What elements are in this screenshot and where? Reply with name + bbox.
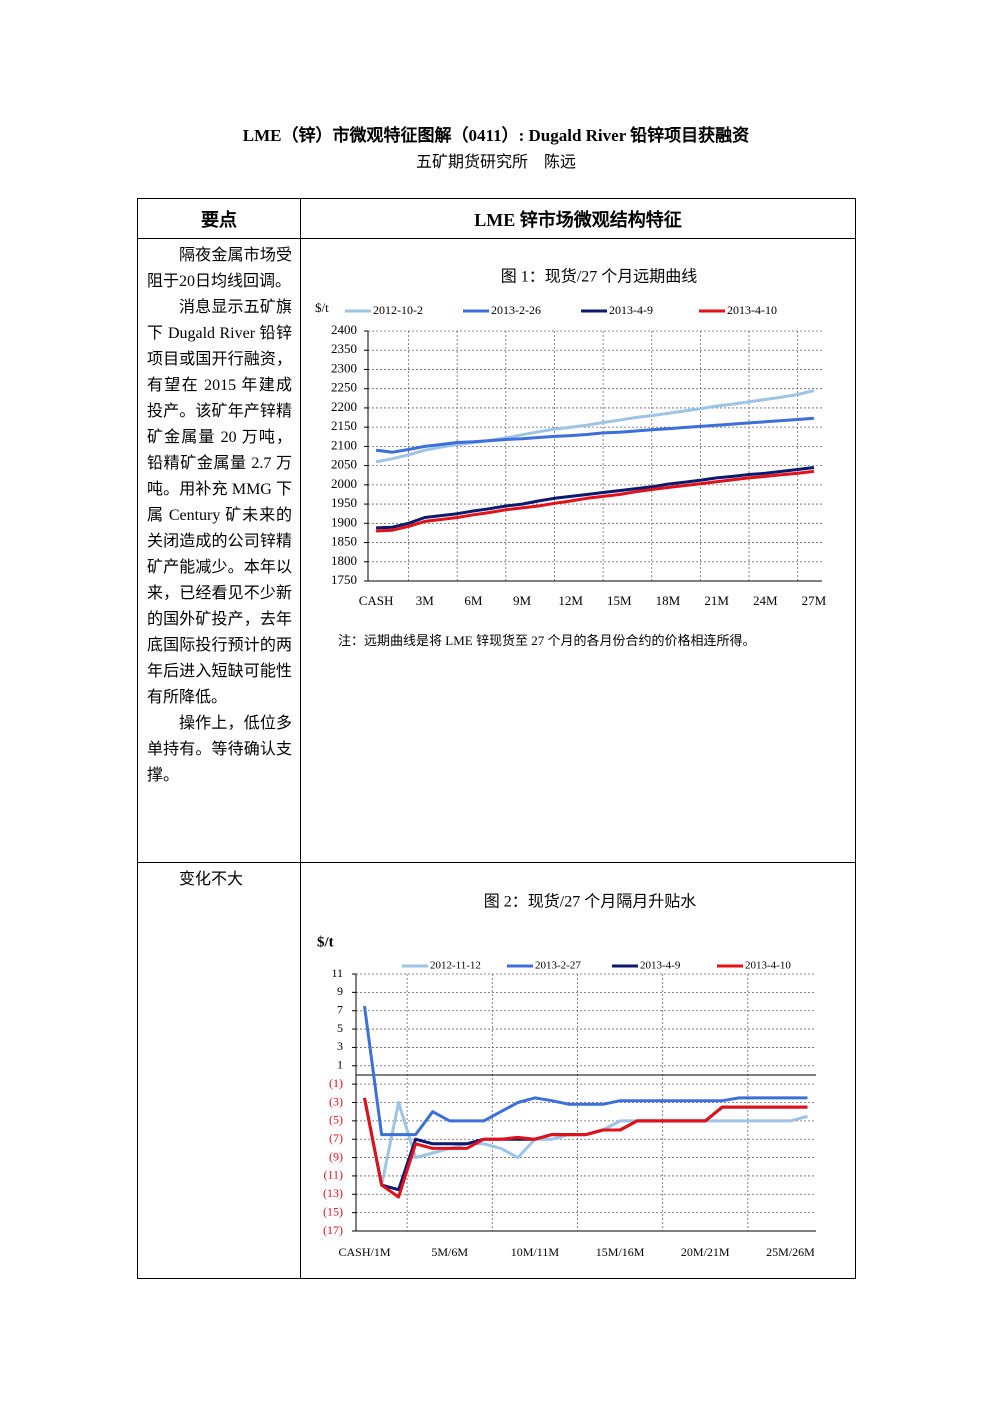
- y-tick-label: 9: [337, 984, 343, 998]
- legend-label: 2012-10-2: [373, 303, 423, 317]
- series-line: [376, 466, 815, 530]
- y-tick-label: 11: [331, 966, 343, 980]
- chart-title: 图 2：现货/27 个月隔月升贴水: [484, 893, 696, 911]
- y-tick-label: 2050: [331, 457, 357, 472]
- chart-note: 注：远期曲线是将 LME 锌现货至 27 个月的各月份合约的价格相连所得。: [338, 633, 755, 648]
- x-tick-label: 21M: [704, 593, 729, 608]
- y-tick-label: (1): [329, 1076, 343, 1090]
- x-tick-label: 12M: [558, 593, 583, 608]
- paragraph: 操作上，低位多单持有。等待确认支撑。: [147, 715, 292, 784]
- y-tick-label: 1900: [331, 514, 357, 529]
- y-tick-label: (17): [323, 1223, 343, 1237]
- legend-label: 2013-4-9: [640, 960, 681, 972]
- y-tick-label: 2350: [331, 341, 357, 356]
- x-tick-label: CASH: [359, 593, 394, 608]
- x-tick-label: 10M/11M: [511, 1245, 560, 1259]
- x-tick-label: 18M: [656, 593, 681, 608]
- y-tick-label: (3): [329, 1094, 343, 1108]
- x-tick-label: 6M: [464, 593, 483, 608]
- y-tick-label: 2000: [331, 476, 357, 491]
- y-tick-label: 2100: [331, 437, 357, 452]
- series-line: [363, 1005, 808, 1137]
- y-tick-label: 2250: [331, 380, 357, 395]
- y-tick-label: 1: [337, 1058, 343, 1072]
- y-tick-label: 1750: [331, 572, 357, 587]
- y-tick-label: 2300: [331, 360, 357, 375]
- y-tick-label: 5: [337, 1021, 343, 1035]
- series-line: [375, 416, 815, 454]
- y-tick-label: 1950: [331, 495, 357, 510]
- x-tick-label: 24M: [753, 593, 778, 608]
- x-tick-label: 25M/26M: [766, 1245, 815, 1259]
- y-tick-label: (5): [329, 1113, 343, 1127]
- series-line: [375, 389, 815, 464]
- x-tick-label: 20M/21M: [681, 1245, 730, 1259]
- y-tick-label: 1850: [331, 534, 357, 549]
- y-tick-label: 2150: [331, 418, 357, 433]
- doc-title: LME（锌）市微观特征图解（0411）: Dugald River 铅锌项目获融…: [242, 126, 750, 145]
- y-tick-label: (7): [329, 1131, 343, 1145]
- y-tick-label: 1800: [331, 553, 357, 568]
- table-cell: [300, 862, 856, 1279]
- series-line: [363, 1097, 808, 1199]
- legend-label: 2013-2-27: [535, 960, 581, 972]
- y-tick-label: 7: [337, 1002, 343, 1016]
- y-tick-label: (13): [323, 1186, 343, 1200]
- legend-label: 2012-11-12: [430, 960, 481, 972]
- x-tick-label: CASH/1M: [339, 1245, 391, 1259]
- x-tick-label: 15M/16M: [596, 1245, 645, 1259]
- legend-label: 2013-4-10: [727, 303, 777, 317]
- legend-label: 2013-2-26: [491, 303, 541, 317]
- x-tick-label: 9M: [513, 593, 532, 608]
- paragraph: 隔夜金属市场受阻于20日均线回调。: [147, 247, 292, 290]
- chart-title: 图 1：现货/27 个月远期曲线: [501, 268, 697, 286]
- y-axis-unit: $/t: [315, 300, 329, 315]
- legend-label: 2013-4-9: [609, 303, 653, 317]
- paragraph: 变化不大: [179, 871, 244, 888]
- y-tick-label: 3: [337, 1039, 343, 1053]
- table-cell: 隔夜金属市场受阻于20日均线回调。 消息显示五矿旗下 Dugald River …: [137, 238, 301, 863]
- x-tick-label: 3M: [416, 593, 435, 608]
- legend-label: 2013-4-10: [745, 960, 791, 972]
- doc-subtitle: 五矿期货研究所 陈远: [415, 154, 576, 171]
- y-tick-label: 2400: [331, 322, 357, 337]
- x-tick-label: 15M: [607, 593, 632, 608]
- y-axis-unit: $/t: [317, 934, 334, 950]
- paragraph: 消息显示五矿旗下 Dugald River 铅锌项目或国开行融资，有望在 201…: [147, 299, 292, 706]
- y-tick-label: (9): [329, 1149, 343, 1163]
- y-tick-label: (11): [323, 1168, 343, 1182]
- x-tick-label: 5M/6M: [431, 1245, 468, 1259]
- y-tick-label: (15): [323, 1204, 343, 1218]
- y-tick-label: 2200: [331, 399, 357, 414]
- x-tick-label: 27M: [802, 593, 827, 608]
- series-line: [376, 469, 815, 533]
